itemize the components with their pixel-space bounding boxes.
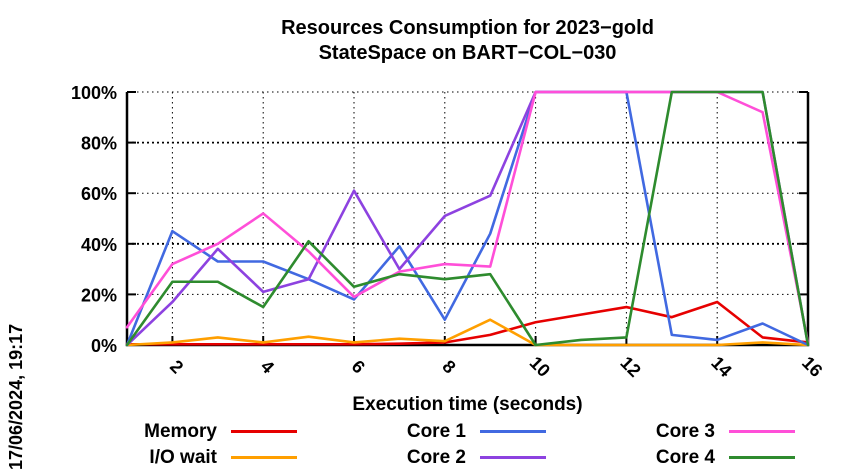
chart-title: Resources Consumption for 2023−gold Stat… xyxy=(127,16,808,66)
legend-line-sample xyxy=(729,456,795,459)
series-line-core-4 xyxy=(125,90,810,347)
x-axis-title: Execution time (seconds) xyxy=(352,394,583,415)
legend-item-core-2: Core 2 xyxy=(354,446,546,469)
legend-label: Core 4 xyxy=(655,446,715,468)
legend-label: Core 1 xyxy=(406,420,466,442)
x-tick-label: 12 xyxy=(616,353,644,381)
legend-line-sample xyxy=(231,430,297,433)
series-line-i-o-wait xyxy=(125,318,810,347)
y-tick-label: 20% xyxy=(81,285,117,305)
x-tick-label: 6 xyxy=(348,356,369,377)
y-tick-label: 100% xyxy=(71,83,117,103)
series-line-memory xyxy=(125,300,810,346)
legend-item-core-1: Core 1 xyxy=(354,420,546,443)
legend-label: Core 2 xyxy=(406,446,466,468)
axis-border xyxy=(125,92,810,347)
legend-item-i-o-wait: I/O wait xyxy=(105,446,297,469)
legend-line-sample xyxy=(480,430,546,433)
legend-item-memory: Memory xyxy=(105,420,297,443)
x-tick-label: 10 xyxy=(526,353,554,381)
legend-item-core-4: Core 4 xyxy=(603,446,795,469)
chart-title-line2: StateSpace on BART−COL−030 xyxy=(318,42,617,64)
legend-line-sample xyxy=(729,430,795,433)
legend: Memory I/O wait Core 1 Core 2 Core 3 Core 4 xyxy=(105,420,795,469)
legend-label: Memory xyxy=(144,420,217,442)
y-tick-label: 0% xyxy=(91,336,117,356)
legend-line-sample xyxy=(231,456,297,459)
y-tick-label: 80% xyxy=(81,134,117,154)
legend-column: Core 1 Core 2 xyxy=(354,420,546,469)
x-tick-label: 4 xyxy=(257,356,278,377)
legend-label: I/O wait xyxy=(149,446,217,468)
legend-item-core-3: Core 3 xyxy=(603,420,795,443)
x-tick-label: 8 xyxy=(438,356,459,377)
legend-line-sample xyxy=(480,456,546,459)
legend-label: Core 3 xyxy=(655,420,715,442)
legend-column: Core 3 Core 4 xyxy=(603,420,795,469)
legend-column: Memory I/O wait xyxy=(105,420,297,469)
x-tick-label: 16 xyxy=(798,353,826,381)
x-tick-label: 14 xyxy=(707,353,735,381)
y-tick-label: 40% xyxy=(81,235,117,255)
y-tick-label: 60% xyxy=(81,184,117,204)
x-tick-label: 2 xyxy=(166,356,187,377)
chart-title-line1: Resources Consumption for 2023−gold xyxy=(281,17,654,39)
